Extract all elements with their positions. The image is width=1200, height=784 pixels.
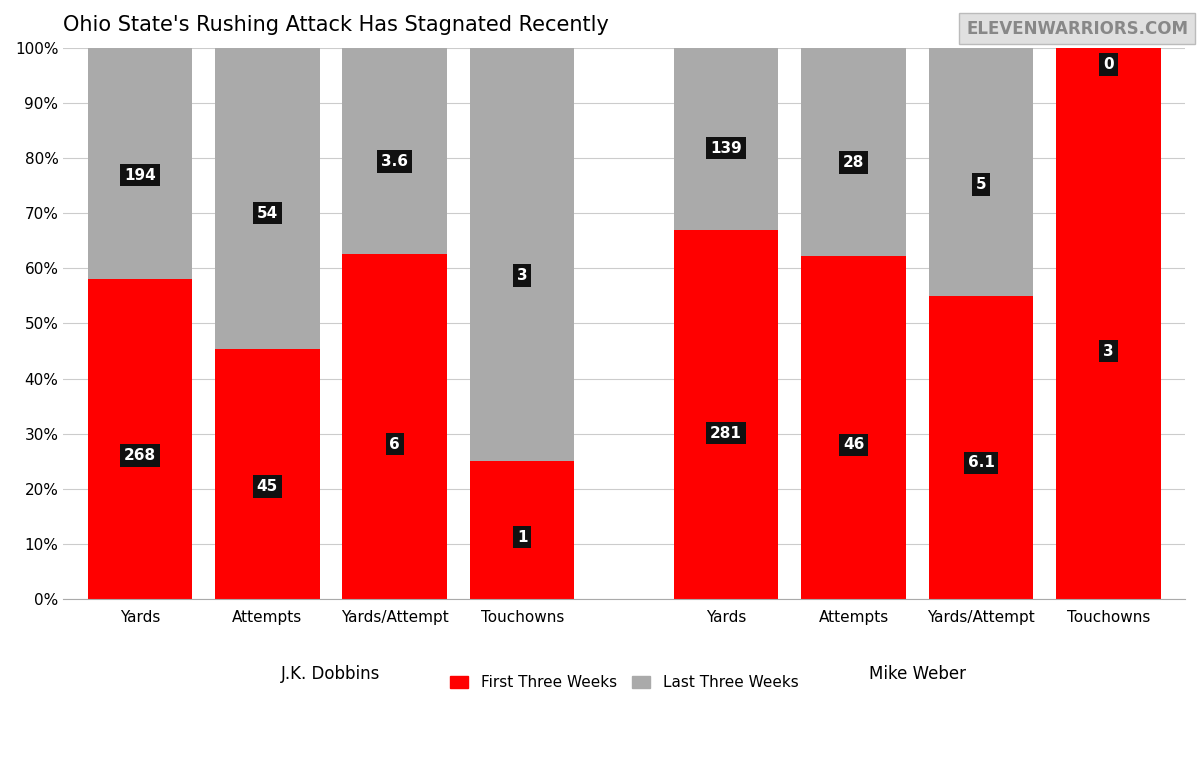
Legend: First Three Weeks, Last Three Weeks: First Three Weeks, Last Three Weeks	[444, 670, 804, 696]
Text: 54: 54	[257, 205, 278, 220]
Bar	[215, 349, 319, 599]
Text: 28: 28	[842, 155, 864, 170]
Text: 1: 1	[517, 530, 528, 545]
Text: 5: 5	[976, 177, 986, 192]
Bar	[1056, 48, 1160, 599]
Text: 6: 6	[389, 437, 400, 452]
Bar	[88, 279, 192, 599]
Text: 45: 45	[257, 479, 278, 494]
Bar	[342, 48, 448, 255]
Bar	[342, 255, 448, 599]
Bar	[470, 461, 575, 599]
Bar	[470, 48, 575, 461]
Text: 46: 46	[842, 437, 864, 452]
Bar	[215, 48, 319, 349]
Text: 0: 0	[1103, 56, 1114, 71]
Bar	[674, 230, 779, 599]
Bar	[802, 256, 906, 599]
Text: 3: 3	[517, 267, 528, 283]
Bar	[929, 48, 1033, 296]
Text: Mike Weber: Mike Weber	[869, 666, 966, 684]
Bar	[88, 48, 192, 279]
Text: 6.1: 6.1	[967, 456, 995, 470]
Bar	[802, 48, 906, 256]
Text: 194: 194	[124, 168, 156, 183]
Text: J.K. Dobbins: J.K. Dobbins	[281, 666, 380, 684]
Text: ELEVENWARRIORS.COM: ELEVENWARRIORS.COM	[966, 20, 1188, 38]
Bar	[929, 296, 1033, 599]
Text: 139: 139	[710, 140, 742, 155]
Text: 3.6: 3.6	[382, 154, 408, 169]
Text: 281: 281	[710, 426, 742, 441]
Text: 268: 268	[124, 448, 156, 463]
Text: 3: 3	[1103, 343, 1114, 358]
Bar	[674, 48, 779, 230]
Text: Ohio State's Rushing Attack Has Stagnated Recently: Ohio State's Rushing Attack Has Stagnate…	[64, 15, 610, 35]
